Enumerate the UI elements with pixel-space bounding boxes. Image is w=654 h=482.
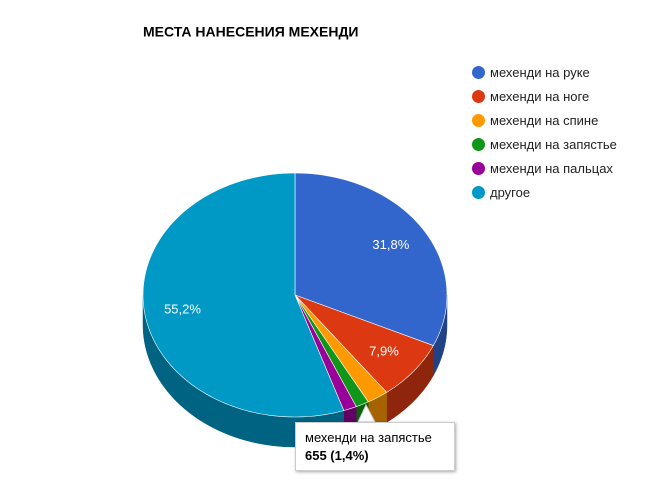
legend-item[interactable]: мехенди на руке <box>468 62 640 83</box>
slice <box>142 172 345 418</box>
legend: мехенди на руке мехенди на ноге мехенди на… <box>468 62 640 206</box>
slice <box>294 172 448 346</box>
slice-label: 31,8% <box>372 237 409 252</box>
legend-label: мехенди на запястье <box>490 137 617 152</box>
slice-labels: 31,8% 7,9% 55,2% <box>164 237 410 359</box>
slice <box>294 294 388 403</box>
legend-label: мехенди на ноге <box>490 89 590 104</box>
legend-item[interactable]: мехенди на спине <box>468 110 640 131</box>
legend-label: мехенди на пальцах <box>490 161 613 176</box>
legend-item[interactable]: мехенди на запястье <box>468 134 640 155</box>
slice-label: 55,2% <box>164 301 201 316</box>
chart-title: МЕСТА НАНЕСЕНИЯ МЕХЕНДИ <box>143 24 359 40</box>
legend-marker <box>472 162 485 175</box>
slice-label: 7,9% <box>369 344 399 359</box>
legend-marker <box>472 66 485 79</box>
legend-label: мехенди на руке <box>490 65 590 80</box>
legend-item[interactable]: другое <box>468 182 640 203</box>
legend-marker <box>472 186 485 199</box>
legend-label: другое <box>490 185 531 200</box>
tooltip: мехенди на запястье 655 (1,4%) <box>295 422 455 471</box>
slice-tops <box>142 172 448 418</box>
legend-item[interactable]: мехенди на ноге <box>468 86 640 107</box>
tooltip-value: 655 (1,4%) <box>305 448 369 463</box>
legend-label: мехенди на спине <box>490 113 599 128</box>
legend-marker <box>472 138 485 151</box>
legend-marker <box>472 114 485 127</box>
tooltip-title: мехенди на запястье <box>305 430 432 445</box>
legend-marker <box>472 90 485 103</box>
slice <box>294 294 434 393</box>
legend-item[interactable]: мехенди на пальцах <box>468 158 640 179</box>
